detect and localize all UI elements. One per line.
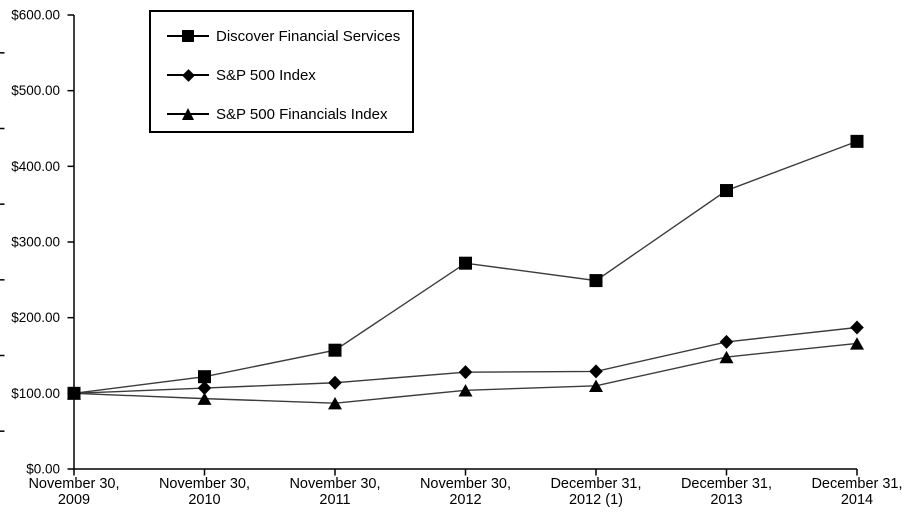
x-tick-label: December 31, 2012 (1) xyxy=(550,476,641,508)
square-marker-icon xyxy=(198,370,211,384)
series-discover-financial-services xyxy=(67,134,864,400)
x-tick-label: November 30, 2009 xyxy=(28,476,119,508)
diamond-marker-icon xyxy=(458,365,473,380)
y-tick-label: $100.00 xyxy=(11,386,60,401)
y-tick-label: $400.00 xyxy=(11,159,60,174)
legend-label: S&P 500 Financials Index xyxy=(216,105,388,123)
square-marker-icon xyxy=(589,274,603,288)
legend-label: S&P 500 Index xyxy=(216,66,316,84)
square-marker-icon xyxy=(328,343,342,357)
y-axis-ticks: $0.00 $100.00 $200.00 $300.00 $400.00 $500.00… xyxy=(11,8,74,477)
y-axis-minor-ticks xyxy=(0,52,5,432)
triangle-marker-icon xyxy=(458,384,473,397)
x-tick-label: November 30, 2010 xyxy=(159,476,250,508)
legend-entry-sp500-index: S&P 500 Index xyxy=(151,62,412,88)
x-tick-label: December 31, 2014 xyxy=(811,476,902,508)
square-marker-icon xyxy=(459,256,472,270)
square-marker-icon xyxy=(850,134,864,148)
diamond-marker-icon xyxy=(719,334,734,349)
diamond-marker-icon xyxy=(197,381,212,396)
diamond-marker-icon xyxy=(589,364,603,379)
y-tick-label: $600.00 xyxy=(11,8,60,23)
y-tick-label: $300.00 xyxy=(11,235,60,250)
legend-label: Discover Financial Services xyxy=(216,27,401,45)
triangle-marker-icon xyxy=(719,350,734,364)
legend-entry-sp500-financials-index: S&P 500 Financials Index xyxy=(151,101,412,127)
triangle-marker-icon xyxy=(197,392,212,405)
series-line xyxy=(73,326,858,395)
chart-legend: Discover Financial Services S&P 500 Inde… xyxy=(149,10,414,133)
x-tick-label: November 30, 2011 xyxy=(289,476,380,508)
triangle-marker-icon xyxy=(850,337,864,350)
diamond-marker-icon xyxy=(182,69,195,82)
legend-key-triangle xyxy=(167,107,209,121)
diamond-marker-icon xyxy=(328,375,342,390)
square-marker-icon xyxy=(720,184,733,198)
square-marker-icon xyxy=(182,30,194,42)
y-tick-label: $200.00 xyxy=(11,310,60,325)
triangle-marker-icon xyxy=(328,396,342,410)
triangle-marker-icon xyxy=(182,108,194,120)
legend-key-diamond xyxy=(167,68,209,82)
x-axis-ticks: November 30, 2009 November 30, 2010 November… xyxy=(28,469,903,508)
y-tick-label: $0.00 xyxy=(26,462,60,477)
triangle-marker-icon xyxy=(589,379,603,392)
square-marker-icon xyxy=(67,386,81,400)
legend-key-square xyxy=(167,29,209,43)
diamond-marker-icon xyxy=(850,320,864,335)
y-tick-label: $500.00 xyxy=(11,83,60,98)
legend-entry-discover-financial-services: Discover Financial Services xyxy=(151,23,412,49)
x-tick-label: December 31, 2013 xyxy=(681,476,772,508)
x-tick-label: November 30, 2012 xyxy=(420,476,511,508)
